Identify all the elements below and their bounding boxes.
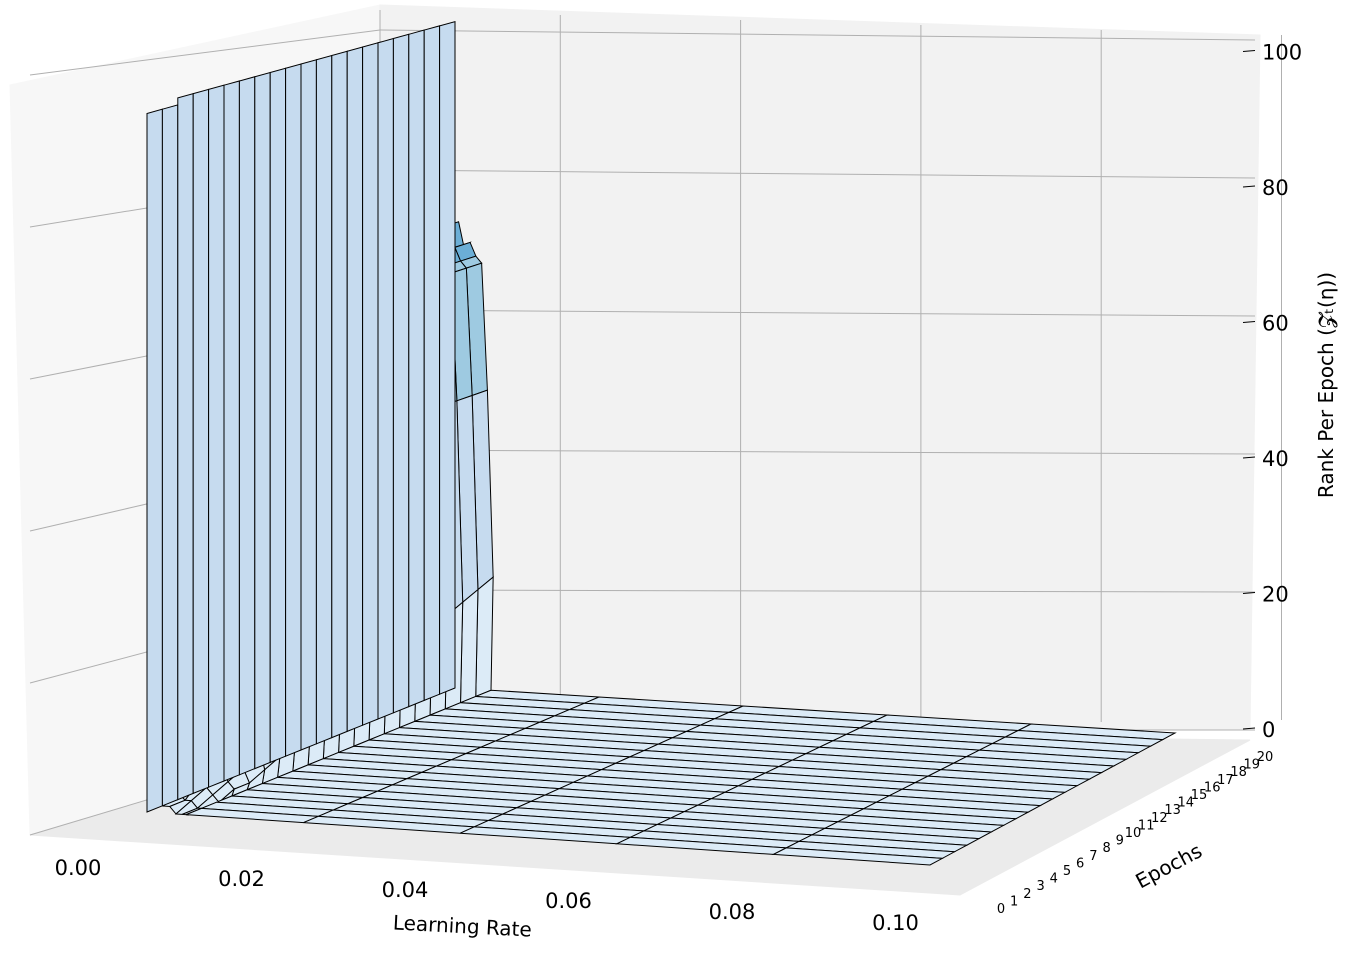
y-tick-label: 12 xyxy=(1151,811,1168,826)
x-tick-label: 0.10 xyxy=(872,911,919,935)
y-tick-label: 16 xyxy=(1204,780,1221,795)
axis-ticks: 0.00 0.02 0.04 0.06 0.08 0.100204060801000123… xyxy=(55,41,1302,936)
y-tick-label: 19 xyxy=(1244,758,1261,773)
grid-z-back-1 xyxy=(379,589,1256,593)
surface-wall-patch xyxy=(285,63,302,757)
surface-wall-patch xyxy=(315,54,333,745)
y-tick-label: 9 xyxy=(1116,834,1124,849)
z-tick-label: 60 xyxy=(1262,312,1289,336)
surface-patch xyxy=(475,576,494,698)
z-tick-label: 40 xyxy=(1262,447,1289,471)
z-tick-mark xyxy=(1242,185,1256,188)
surface-wall-patch xyxy=(346,46,364,733)
surface-wall-patch xyxy=(192,88,210,795)
y-tick-label: 10 xyxy=(1125,826,1142,841)
x-tick-label: 0.00 xyxy=(55,856,102,880)
surface-wall-patch xyxy=(362,42,379,726)
surface-wall-patch xyxy=(423,25,441,702)
z-tick-mark xyxy=(1242,456,1256,459)
surface-wall-patch xyxy=(223,80,240,782)
y-tick-label: 8 xyxy=(1102,841,1110,856)
x-tick-label: 0.02 xyxy=(218,867,265,891)
z-tick-mark xyxy=(1242,592,1256,594)
x-tick-label: 0.06 xyxy=(545,889,592,913)
y-tick-label: 7 xyxy=(1089,849,1097,864)
grid-z-back-3 xyxy=(379,309,1256,317)
surface-wall-patch xyxy=(408,29,425,708)
x-axis-label: Learning Rate xyxy=(392,910,532,941)
y-tick-label: 18 xyxy=(1230,765,1247,780)
y-tick-label: 17 xyxy=(1217,773,1234,788)
surface-patch xyxy=(771,847,945,866)
z-tick-label: 0 xyxy=(1262,718,1275,742)
y-tick-label: 4 xyxy=(1050,872,1058,887)
back-pane xyxy=(379,4,1261,731)
grid-z-back-5 xyxy=(379,29,1256,41)
x-tick-label: 0.08 xyxy=(709,900,756,924)
surface-wall-patch xyxy=(238,76,256,776)
surface-wall-patch xyxy=(254,71,271,770)
y-tick-label: 0 xyxy=(997,902,1005,917)
z-tick-mark xyxy=(1242,50,1256,52)
grid-z-back-2 xyxy=(379,449,1256,455)
surface-patch xyxy=(459,588,479,704)
surface-wall-patch xyxy=(392,33,410,714)
y-tick-label: 15 xyxy=(1191,788,1208,803)
y-tick-label: 3 xyxy=(1036,879,1044,894)
grid-z-left-5 xyxy=(29,29,381,76)
y-tick-label: 14 xyxy=(1178,796,1195,811)
z-tick-mark xyxy=(1242,321,1256,323)
z-tick-mark xyxy=(1242,727,1256,730)
y-tick-label: 20 xyxy=(1257,750,1274,765)
z-tick-label: 80 xyxy=(1262,176,1289,200)
y-tick-label: 2 xyxy=(1023,887,1031,902)
y-tick-label: 6 xyxy=(1076,856,1084,871)
z-tick-label: 100 xyxy=(1262,41,1302,65)
y-tick-label: 5 xyxy=(1063,864,1071,879)
surface-wall-patch xyxy=(208,84,225,788)
y-tick-label: 13 xyxy=(1164,803,1181,818)
z-tick-label: 20 xyxy=(1262,583,1289,607)
grid-z-back-4 xyxy=(379,169,1256,179)
surface-wall-patch xyxy=(269,67,287,764)
x-tick-label: 0.04 xyxy=(382,878,429,902)
surface-wall-patch xyxy=(377,37,394,720)
y-axis-label: Epochs xyxy=(1131,838,1206,893)
surface-wall-patch xyxy=(300,59,317,751)
surface-wall-patch xyxy=(146,108,163,813)
y-tick-label: 11 xyxy=(1138,818,1155,833)
surface-wall-patch xyxy=(177,93,194,801)
surface-wall-patch xyxy=(161,104,179,807)
surface-wall-patch xyxy=(331,50,348,739)
surface-mesh xyxy=(146,20,1177,866)
surface-wall-patch xyxy=(439,20,456,695)
z-axis-label: Rank Per Epoch (𝓩ₜ(η)) xyxy=(1314,272,1338,498)
y-tick-label: 1 xyxy=(1010,894,1018,909)
